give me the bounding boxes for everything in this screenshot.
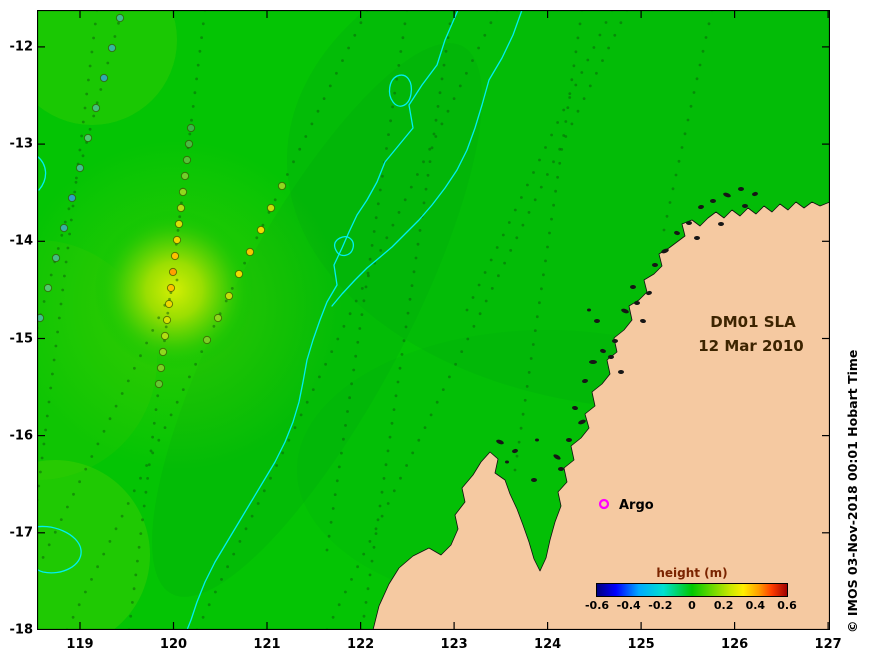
latitude-axis: -12 -13 -14 -15 -16 -17 -18 (0, 10, 34, 637)
y-tick-label: -14 (9, 233, 34, 249)
colorbar-ticks: -0.6 -0.4 -0.2 0 0.2 0.4 0.6 (585, 597, 797, 612)
colorbar-tick-label: 0.4 (745, 599, 766, 612)
y-tick-label: -16 (9, 428, 34, 444)
copyright-vertical-text: © IMOS 03-Nov-2018 00:01 Hobart Time (845, 349, 860, 633)
x-tick-label: 124 (534, 637, 562, 652)
x-tick-label: 120 (159, 637, 188, 652)
map-plot-area: DM01 SLA 12 Mar 2010 Argo height (m) -0.… (37, 10, 830, 630)
x-tick-label: 119 (66, 637, 94, 652)
y-tick-label: -18 (9, 622, 34, 638)
map-markers (598, 498, 610, 510)
colorbar-tick-label: -0.6 (584, 599, 610, 612)
y-tick-label: -12 (9, 39, 34, 55)
plot-date: 12 Mar 2010 (698, 337, 804, 355)
colorbar-tick-label: -0.4 (616, 599, 641, 612)
argo-label: Argo (619, 498, 654, 513)
plot-title: DM01 SLA (710, 313, 796, 331)
colorbar-tick-label: 0 (688, 599, 696, 612)
colorbar: height (m) -0.6 -0.4 -0.2 0 0.2 0.4 0.6 (585, 566, 797, 612)
colorbar-gradient (596, 583, 788, 597)
y-tick-label: -17 (9, 525, 34, 541)
sla-map: DM01 SLA 12 Mar 2010 Argo (37, 10, 830, 630)
y-tick-label: -15 (9, 331, 34, 346)
landmass (372, 187, 830, 630)
sla-contours (37, 10, 523, 630)
x-tick-label: 122 (347, 637, 375, 652)
colorbar-title: height (m) (656, 566, 728, 580)
satellite-track-dots (37, 10, 714, 630)
longitude-axis: 119 120 121 122 123 124 125 126 127 (37, 637, 841, 655)
axes-frame (37, 10, 830, 630)
x-tick-label: 127 (814, 637, 842, 652)
x-tick-label: 126 (721, 637, 749, 652)
y-tick-label: -13 (9, 136, 34, 152)
x-tick-label: 121 (253, 637, 281, 652)
colorbar-tick-label: 0.2 (713, 599, 734, 612)
colorbar-tick-label: 0.6 (777, 599, 797, 612)
argo-marker (598, 498, 610, 510)
x-tick-label: 123 (440, 637, 468, 652)
colorbar-tick-label: -0.2 (648, 599, 673, 612)
x-tick-label: 125 (627, 637, 655, 652)
